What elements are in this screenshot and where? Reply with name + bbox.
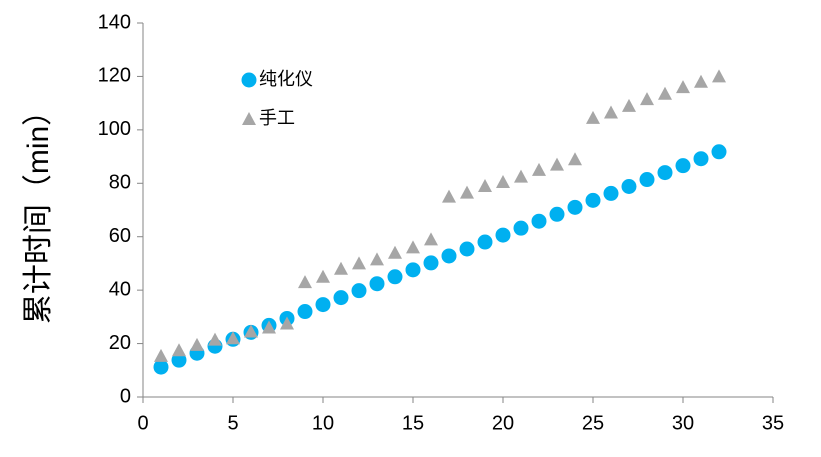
marker-circle [657, 165, 673, 181]
y-tick-label: 140 [98, 11, 131, 33]
marker-circle [513, 220, 529, 236]
x-tick-label: 35 [762, 412, 784, 434]
marker-circle [531, 213, 547, 229]
marker-circle [621, 178, 637, 194]
marker-triangle [190, 337, 204, 351]
marker-triangle [550, 157, 564, 171]
x-tick-label: 0 [137, 412, 148, 434]
marker-triangle [568, 152, 582, 166]
legend-label: 纯化仪 [259, 69, 313, 89]
marker-triangle [496, 174, 510, 188]
marker-triangle [514, 169, 528, 183]
marker-circle [675, 158, 691, 174]
marker-triangle [694, 74, 708, 88]
marker-triangle [172, 343, 186, 357]
marker-triangle [640, 92, 654, 106]
legend-marker [242, 112, 256, 125]
marker-circle [549, 206, 565, 222]
marker-triangle [280, 316, 294, 330]
marker-circle [495, 227, 511, 243]
marker-triangle [154, 348, 168, 362]
marker-triangle [712, 69, 726, 83]
marker-triangle [586, 110, 600, 124]
marker-triangle [226, 331, 240, 345]
marker-triangle [298, 275, 312, 289]
marker-triangle [676, 80, 690, 94]
y-tick-label: 40 [109, 278, 131, 300]
marker-triangle [478, 178, 492, 192]
x-tick-label: 25 [582, 412, 604, 434]
marker-circle [639, 172, 655, 188]
y-tick-label: 80 [109, 172, 131, 194]
marker-triangle [460, 185, 474, 199]
x-tick-label: 5 [227, 412, 238, 434]
marker-circle [171, 352, 187, 368]
marker-triangle [352, 256, 366, 270]
marker-circle [297, 304, 313, 320]
marker-circle [567, 199, 583, 215]
legend-label: 手工 [259, 108, 295, 128]
marker-circle [459, 241, 475, 257]
x-tick-label: 15 [402, 412, 424, 434]
marker-triangle [442, 189, 456, 203]
marker-triangle [388, 245, 402, 259]
marker-circle [441, 248, 457, 264]
marker-circle [315, 297, 331, 313]
marker-triangle [334, 261, 348, 275]
marker-triangle [658, 86, 672, 100]
marker-circle [405, 262, 421, 278]
marker-triangle [262, 320, 276, 334]
y-tick-label: 100 [98, 118, 131, 140]
legend-marker [241, 72, 257, 88]
marker-triangle [244, 324, 258, 338]
marker-triangle [406, 240, 420, 254]
y-tick-label: 60 [109, 225, 131, 247]
marker-circle [351, 283, 367, 299]
marker-circle [711, 144, 727, 160]
marker-triangle [532, 162, 546, 176]
marker-triangle [370, 252, 384, 266]
marker-circle [585, 192, 601, 208]
marker-triangle [424, 232, 438, 246]
marker-triangle [208, 332, 222, 346]
marker-triangle [604, 105, 618, 119]
marker-triangle [316, 269, 330, 283]
marker-circle [153, 359, 169, 375]
x-tick-label: 10 [312, 412, 334, 434]
marker-circle [693, 151, 709, 167]
marker-circle [477, 234, 493, 250]
y-tick-label: 20 [109, 332, 131, 354]
marker-circle [369, 276, 385, 292]
marker-circle [603, 185, 619, 201]
y-tick-label: 120 [98, 65, 131, 87]
marker-circle [333, 290, 349, 306]
y-axis-label: 累计时间（min） [22, 96, 55, 324]
marker-triangle [622, 98, 636, 112]
marker-circle [387, 269, 403, 285]
x-tick-label: 20 [492, 412, 514, 434]
x-tick-label: 30 [672, 412, 694, 434]
marker-circle [423, 255, 439, 271]
y-tick-label: 0 [120, 385, 131, 407]
